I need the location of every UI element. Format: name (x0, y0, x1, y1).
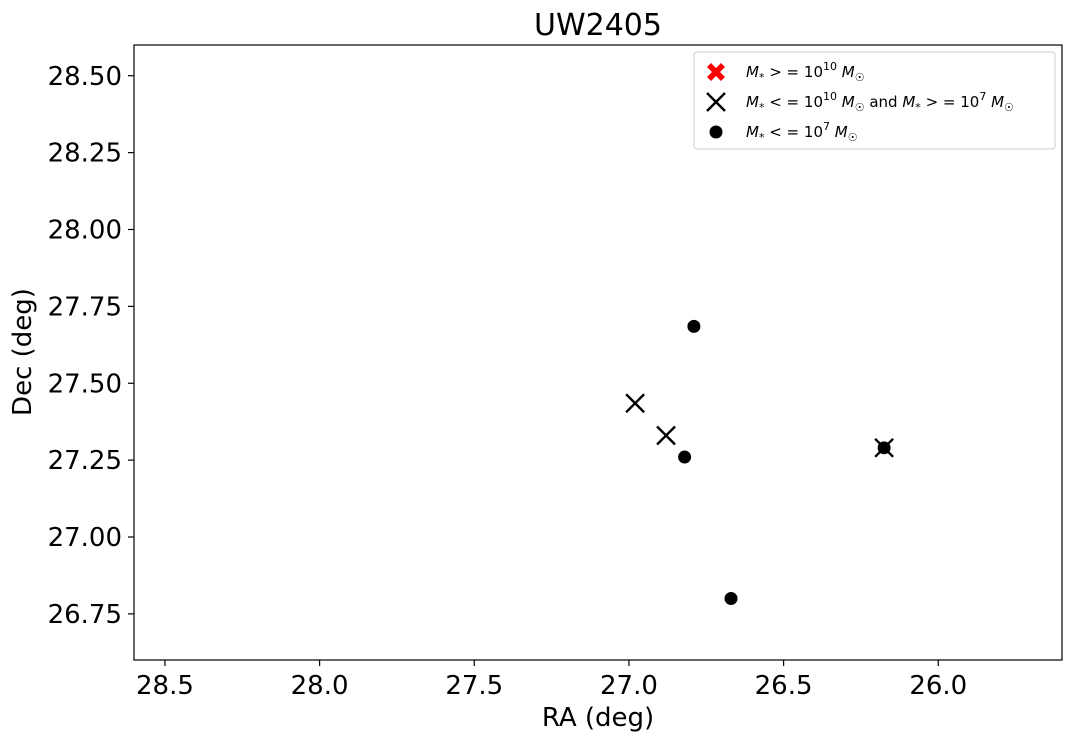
y-tick-label: 27.75 (48, 292, 122, 322)
plot-area (133, 44, 1063, 661)
y-axis: 26.75 27.00 27.25 27.50 27.75 28.00 28.25 28.50 (48, 62, 134, 630)
y-tick-label: 28.25 (48, 139, 122, 169)
y-tick-label: 27.25 (48, 446, 122, 476)
y-tick-label: 28.50 (48, 62, 122, 92)
data-point (678, 450, 692, 464)
data-points (625, 319, 894, 605)
y-axis-label: Dec (deg) (8, 288, 38, 416)
x-tick-label: 26.0 (909, 671, 967, 701)
legend-label-low-mass: M* < = 107 M☉ (746, 120, 858, 144)
x-tick-label: 26.5 (755, 671, 813, 701)
legend-marker (706, 92, 726, 112)
data-point (724, 592, 738, 605)
x-axis: 28.5 28.0 27.5 27.0 26.5 26.0 (136, 660, 967, 701)
data-point (687, 319, 701, 333)
y-tick-label: 26.75 (48, 600, 122, 630)
data-point (877, 441, 891, 455)
legend-label-mid-mass: M* < = 1010 M☉ and M* > = 107 M☉ (746, 90, 1014, 114)
legend-box (693, 51, 1056, 150)
chart-title: UW2405 (534, 8, 662, 43)
legend-marker (709, 125, 723, 139)
x-tick-label: 28.5 (136, 671, 194, 701)
legend-marker (707, 63, 725, 81)
data-point (656, 425, 676, 446)
x-tick-label: 27.5 (445, 671, 503, 701)
x-tick-label: 27.0 (600, 671, 658, 701)
legend: M* > = 1010 M☉ M* < = 1010 M☉ and M* > =… (693, 51, 1056, 150)
x-axis-label: RA (deg) (542, 703, 654, 733)
data-point (625, 393, 645, 414)
legend-markers (706, 63, 726, 139)
x-tick-label: 28.0 (291, 671, 349, 701)
y-tick-label: 27.00 (48, 523, 122, 553)
y-tick-label: 27.50 (48, 369, 122, 399)
y-tick-label: 28.00 (48, 216, 122, 246)
legend-label-high-mass: M* > = 1010 M☉ (746, 60, 865, 84)
